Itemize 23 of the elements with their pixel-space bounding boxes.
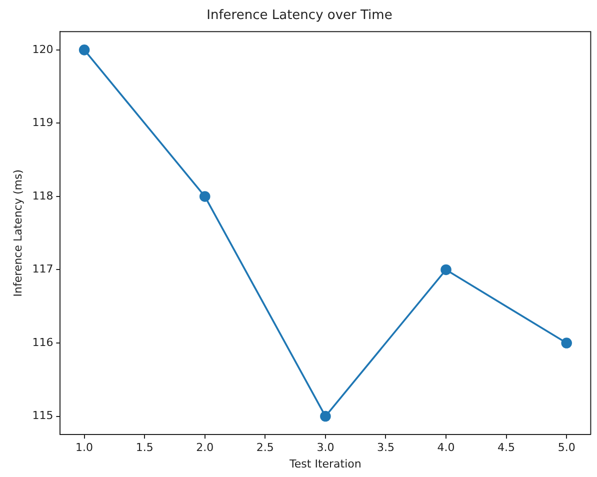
point — [440, 264, 452, 276]
x-tick-label: 2.0 — [196, 441, 214, 454]
x-tick-label: 2.5 — [256, 441, 274, 454]
point — [320, 410, 331, 422]
y-tick-label: 118 — [32, 189, 54, 202]
x-axis-title: Test Iteration — [288, 457, 362, 470]
point — [78, 44, 90, 56]
y-tick-label: 115 — [32, 409, 54, 422]
x-tick-label: 4.5 — [498, 441, 516, 454]
y-tick-label: 119 — [32, 116, 54, 130]
x-tick-label: 3.0 — [316, 441, 334, 454]
x-tick-label: 5.0 — [558, 441, 576, 454]
y-tick-label: 117 — [32, 262, 54, 276]
x-tick-label: 1.5 — [136, 441, 154, 454]
point — [561, 338, 572, 348]
chart-title: Inference Latency over Time — [206, 8, 392, 24]
point — [199, 191, 210, 202]
y-tick-label: 120 — [32, 42, 54, 56]
y-tick-label: 116 — [32, 336, 54, 349]
y-axis-title: Inference Latency (ms) — [11, 170, 24, 297]
x-tick-label: 1.0 — [76, 441, 94, 454]
x-tick-label: 3.5 — [376, 441, 394, 454]
x-tick-label: 4.0 — [437, 441, 455, 454]
